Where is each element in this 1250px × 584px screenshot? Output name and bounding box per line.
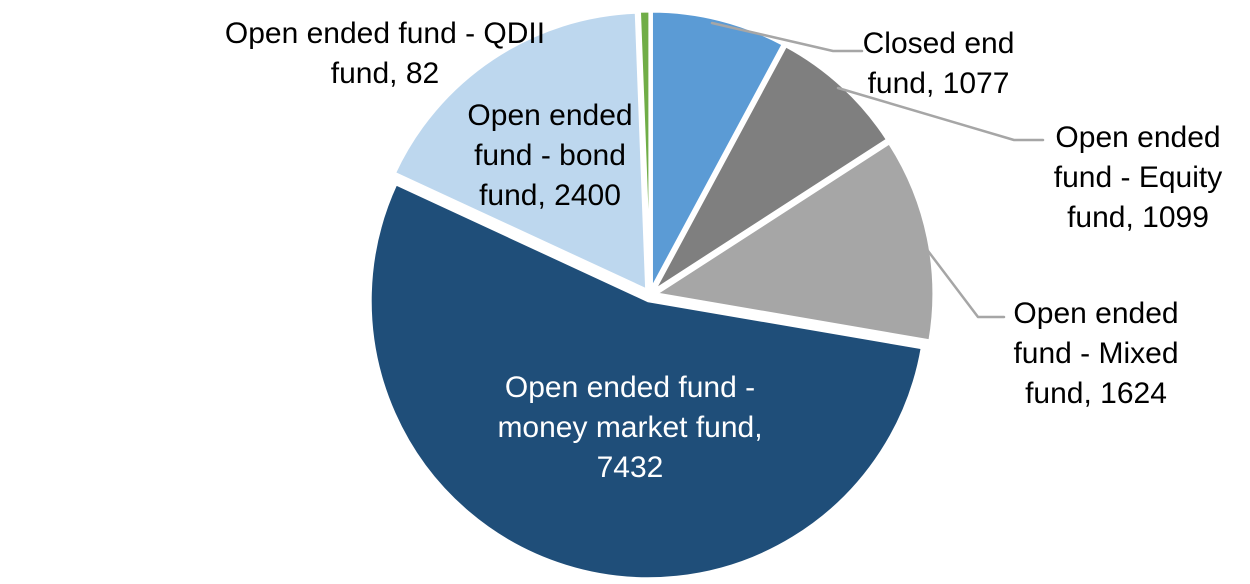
pie-slice-open-ended-fund-mixed-fund — [654, 141, 936, 343]
data-label-bond-fund: Open ended fund - bond fund, 2400 — [467, 99, 633, 212]
pie-slice-closed-end-fund — [649, 9, 785, 291]
data-label-equity-fund: Open ended fund - Equity fund, 1099 — [1053, 121, 1223, 234]
pie-slice-open-ended-fund-equity-fund — [652, 44, 890, 293]
data-label-money-market-fund: Open ended fund - money market fund, 743… — [497, 371, 763, 484]
pie-slice-open-ended-fund-qdii-fund — [637, 9, 652, 291]
data-label-closed-end-fund: Closed end fund, 1077 — [862, 27, 1015, 100]
pie-slices-group — [368, 9, 936, 581]
leader-line-closed-end-fund — [710, 21, 864, 53]
leader-line-mixed-fund — [920, 241, 1006, 319]
pie-slice-open-ended-fund-bond-fund — [392, 10, 649, 292]
leader-line-equity-fund — [836, 86, 1045, 142]
leader-lines-group — [710, 21, 1045, 319]
data-label-mixed-fund: Open ended fund - Mixed fund, 1624 — [1013, 297, 1179, 410]
data-label-qdii-fund: Open ended fund - QDII fund, 82 — [224, 17, 546, 90]
pie-slice-open-ended-fund-money-market-fund — [368, 182, 924, 581]
